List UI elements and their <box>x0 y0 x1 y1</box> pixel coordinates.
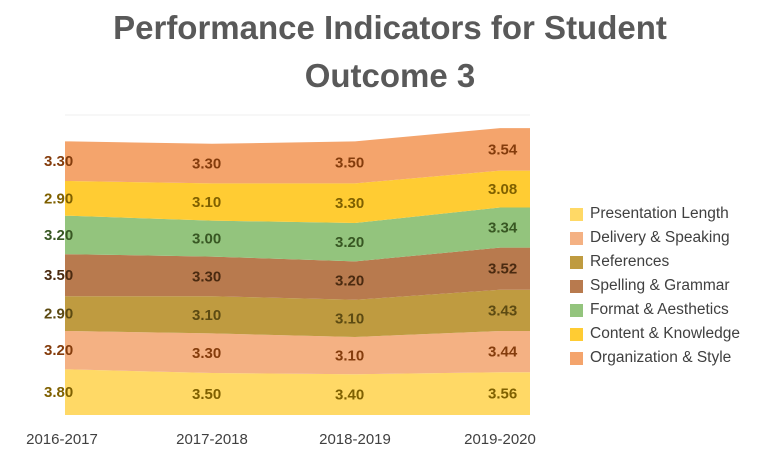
data-label-presentation-length-2018-2019: 3.40 <box>335 387 364 404</box>
data-label-presentation-length-2019-2020: 3.56 <box>488 386 517 403</box>
legend-item-references: References <box>570 250 740 274</box>
data-label-content-and-knowledge-2017-2018: 3.10 <box>192 194 221 211</box>
area-content-and-knowledge <box>65 170 530 223</box>
legend-item-presentation-length: Presentation Length <box>570 202 740 226</box>
data-label-format-and-aesthetics-2016-2017: 3.20 <box>44 227 73 244</box>
data-label-delivery-and-speaking-2017-2018: 3.30 <box>192 345 221 362</box>
legend-item-delivery-and-speaking: Delivery & Speaking <box>570 226 740 250</box>
area-references <box>65 289 530 337</box>
x-axis-ticks: 2016-2017 2017-2018 2018-2019 2019-2020 <box>26 431 536 448</box>
data-labels: 3.80 3.50 3.40 3.56 3.20 3.30 3.10 3.44 2.90 3.10… <box>44 141 518 403</box>
data-label-presentation-length-2016-2017: 3.80 <box>44 384 73 401</box>
data-label-spelling-and-grammar-2016-2017: 3.50 <box>44 267 73 284</box>
x-tick-label: 2016-2017 <box>26 431 98 448</box>
area-layers <box>65 128 530 415</box>
data-label-format-and-aesthetics-2018-2019: 3.20 <box>335 234 364 251</box>
data-label-spelling-and-grammar-2019-2020: 3.52 <box>488 261 517 278</box>
legend-swatch <box>570 303 583 317</box>
x-tick-label: 2019-2020 <box>464 431 536 448</box>
data-label-format-and-aesthetics-2017-2018: 3.00 <box>192 231 221 248</box>
area-format-and-aesthetics <box>65 207 530 262</box>
legend-label: Delivery & Speaking <box>590 229 730 246</box>
legend-swatch <box>570 279 583 293</box>
legend-item-content-and-knowledge: Content & Knowledge <box>570 322 740 346</box>
chart-title: Performance Indicators for Student Outco… <box>113 9 667 94</box>
data-label-content-and-knowledge-2018-2019: 3.30 <box>335 195 364 212</box>
legend-swatch <box>570 231 583 245</box>
data-label-organization-and-style-2019-2020: 3.54 <box>488 141 518 158</box>
data-label-organization-and-style-2017-2018: 3.30 <box>192 156 221 173</box>
legend-swatch <box>570 351 583 365</box>
legend-item-organization-and-style: Organization & Style <box>570 346 740 370</box>
legend-label: References <box>590 253 670 270</box>
legend-item-spelling-and-grammar: Spelling & Grammar <box>570 274 740 298</box>
legend-label: Spelling & Grammar <box>590 277 730 294</box>
area-presentation-length <box>65 369 530 415</box>
x-tick-label: 2017-2018 <box>176 431 248 448</box>
data-label-references-2019-2020: 3.43 <box>488 302 517 319</box>
data-label-delivery-and-speaking-2016-2017: 3.20 <box>44 342 73 359</box>
legend-swatch <box>570 327 583 341</box>
area-organization-and-style <box>65 128 530 184</box>
legend-label: Organization & Style <box>590 349 732 366</box>
data-label-organization-and-style-2018-2019: 3.50 <box>335 154 364 171</box>
data-label-delivery-and-speaking-2018-2019: 3.10 <box>335 348 364 365</box>
data-label-references-2018-2019: 3.10 <box>335 310 364 327</box>
area-spelling-and-grammar <box>65 247 530 300</box>
data-label-references-2016-2017: 2.90 <box>44 306 73 323</box>
data-label-references-2017-2018: 3.10 <box>192 307 221 324</box>
legend-swatch <box>570 207 583 221</box>
data-label-content-and-knowledge-2016-2017: 2.90 <box>44 190 73 207</box>
data-label-spelling-and-grammar-2018-2019: 3.20 <box>335 273 364 290</box>
legend-label: Presentation Length <box>590 205 729 222</box>
data-label-organization-and-style-2016-2017: 3.30 <box>44 153 73 170</box>
legend-label: Format & Aesthetics <box>590 301 729 318</box>
x-tick-label: 2018-2019 <box>319 431 391 448</box>
area-delivery-and-speaking <box>65 331 530 375</box>
data-label-spelling-and-grammar-2017-2018: 3.30 <box>192 268 221 285</box>
legend: Presentation Length Delivery & Speaking Re… <box>570 202 740 370</box>
legend-label: Content & Knowledge <box>590 325 740 342</box>
data-label-delivery-and-speaking-2019-2020: 3.44 <box>488 344 518 361</box>
legend-swatch <box>570 255 583 269</box>
data-label-content-and-knowledge-2019-2020: 3.08 <box>488 181 517 198</box>
legend-item-format-and-aesthetics: Format & Aesthetics <box>570 298 740 322</box>
data-label-presentation-length-2017-2018: 3.50 <box>192 386 221 403</box>
data-label-format-and-aesthetics-2019-2020: 3.34 <box>488 220 518 237</box>
